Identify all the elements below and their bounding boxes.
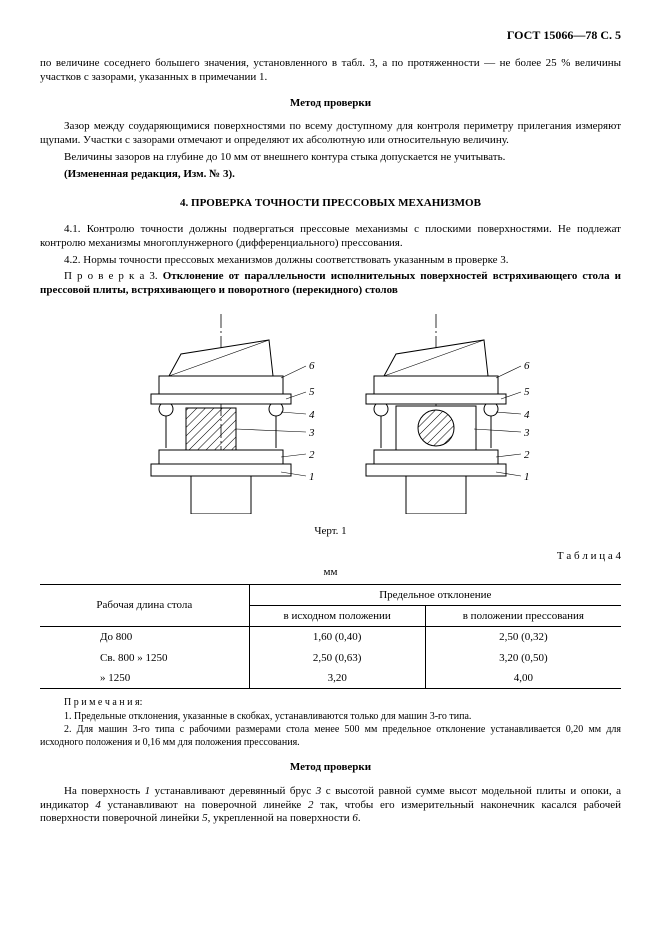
svg-text:5: 5 [524,386,530,398]
proverka3: П р о в е р к а 3. Отклонение от паралле… [40,270,621,298]
svg-text:1: 1 [309,471,315,483]
th-len: Рабочая длина стола [40,584,249,627]
p41: 4.1. Контролю точности должны подвергать… [40,223,621,251]
figure-svg: 6 5 4 3 2 1 [111,314,551,514]
table-row: 1,60 (0,40) [249,627,425,648]
svg-text:4: 4 [524,409,530,421]
th-group: Предельное отклонение [249,584,621,605]
method-heading-2: Метод проверки [40,761,621,775]
page-root: ГОСТ 15066—78 С. 5 по величине соседнего… [0,0,661,936]
svg-text:3: 3 [308,427,315,439]
svg-text:3: 3 [523,427,530,439]
svg-text:6: 6 [524,360,530,372]
p42: 4.2. Нормы точности прессовых механизмов… [40,254,621,268]
section4-heading: 4. ПРОВЕРКА ТОЧНОСТИ ПРЕССОВЫХ МЕХАНИЗМО… [40,197,621,211]
svg-text:2: 2 [524,449,530,461]
svg-text:6: 6 [309,360,315,372]
method1-p2: Величины зазоров на глубине до 10 мм от … [40,151,621,165]
figure-1: 6 5 4 3 2 1 [40,314,621,519]
table4: Рабочая длина стола Предельное отклонени… [40,584,621,689]
table4-notes: П р и м е ч а н и я: 1. Предельные откло… [40,697,621,749]
th-c2: в положении прессования [425,606,621,627]
intro-paragraph: по величине соседнего большего значения,… [40,57,621,85]
table4-label: Т а б л и ц а 4 [40,550,621,564]
svg-text:2: 2 [309,449,315,461]
table-row: 4,00 [425,668,621,689]
proverka3-label: П р о в е р к а 3. [64,270,158,282]
method1-p1: Зазор между соударяющимися поверхностями… [40,120,621,148]
table-row: Св. 800 » 1250 [40,648,249,668]
table-row: » 1250 [40,668,249,689]
table-row: 2,50 (0,63) [249,648,425,668]
method2-p1: На поверхность 1 устанавливают деревянны… [40,785,621,826]
figure-caption: Черт. 1 [40,525,621,539]
doc-header: ГОСТ 15066—78 С. 5 [40,28,621,43]
svg-text:5: 5 [309,386,315,398]
svg-text:1: 1 [524,471,530,483]
note-1: 1. Предельные отклонения, указанные в ск… [40,711,621,724]
method1-change-note: (Измененная редакция, Изм. № 3). [40,168,621,182]
figure-right: 6 5 4 3 2 1 [366,314,530,514]
th-c1: в исходном положении [249,606,425,627]
table4-unit: мм [40,566,621,580]
method-heading-1: Метод проверки [40,97,621,111]
note-2: 2. Для машин 3-го типа с рабочими размер… [40,724,621,749]
table-row: До 800 [40,627,249,648]
table-row: 3,20 [249,668,425,689]
table-row: 2,50 (0,32) [425,627,621,648]
table-row: 3,20 (0,50) [425,648,621,668]
svg-text:4: 4 [309,409,315,421]
notes-heading: П р и м е ч а н и я: [40,697,621,710]
figure-left: 6 5 4 3 2 1 [151,314,315,514]
